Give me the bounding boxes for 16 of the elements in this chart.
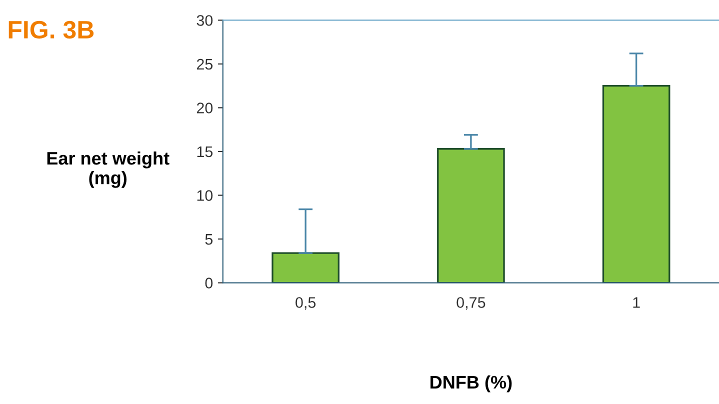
- y-tick-label: 15: [197, 146, 213, 158]
- y-axis-title: Ear net weight (mg): [47, 151, 170, 188]
- y-tick-label: 20: [196, 102, 213, 114]
- x-axis-title: DNFB (%): [430, 375, 512, 392]
- y-tick-label: 25: [196, 58, 213, 70]
- bar: [272, 252, 340, 283]
- chart-title: FIG. 3B: [8, 20, 94, 39]
- y-tick-label: 0: [205, 278, 213, 288]
- bar: [437, 148, 505, 283]
- x-tick-label: 0,75: [456, 297, 486, 310]
- x-tick-label: 0,5: [296, 297, 316, 310]
- y-tick-label: 5: [205, 234, 213, 245]
- x-tick-label: 1: [633, 297, 640, 308]
- y-tick-label: 10: [197, 190, 213, 201]
- y-tick-label: 30: [196, 15, 213, 26]
- bar: [602, 85, 670, 283]
